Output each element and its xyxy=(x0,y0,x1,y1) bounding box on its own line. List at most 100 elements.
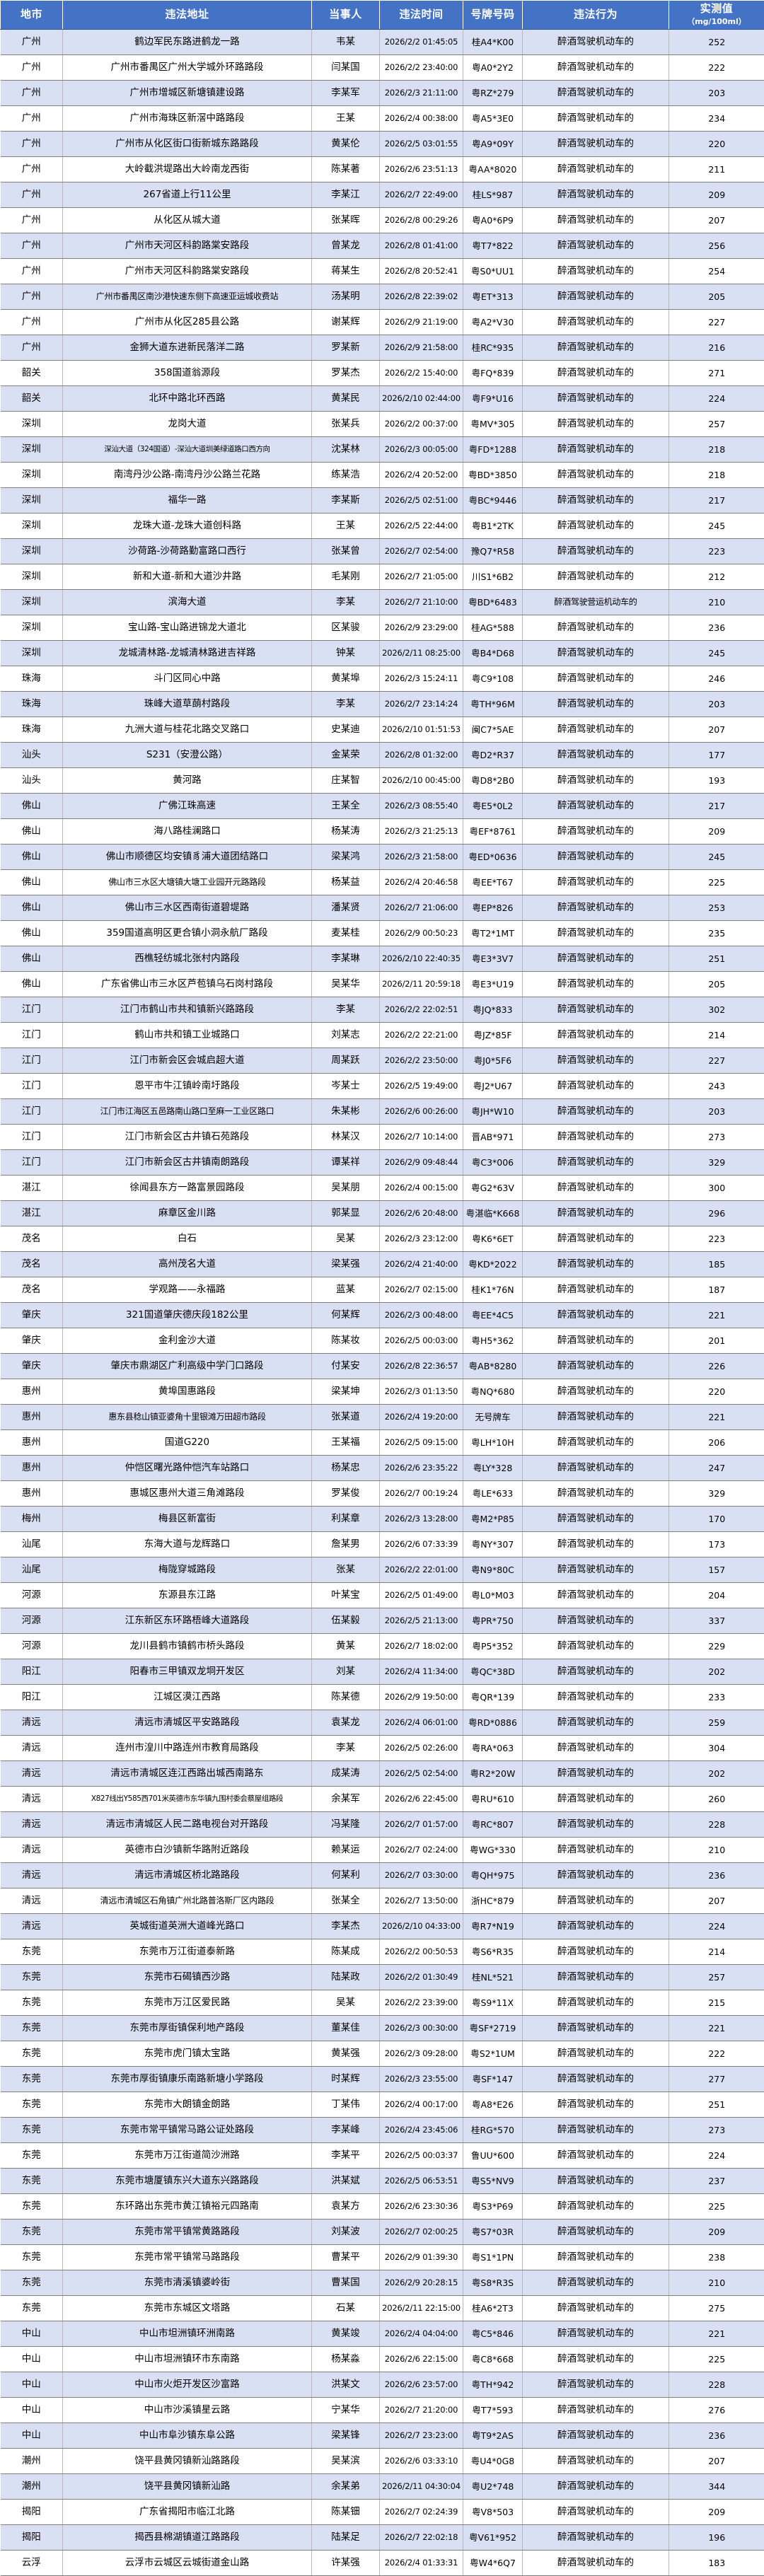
cell-plate: 粤LE*633 xyxy=(463,1481,523,1507)
cell-plate: 浙HC*879 xyxy=(463,1889,523,1914)
cell-person: 郭某显 xyxy=(312,1201,380,1226)
cell-value: 225 xyxy=(669,870,764,895)
cell-time: 2026/2/2 22:21:00 xyxy=(380,1023,463,1048)
cell-address: 广东省佛山市三水区芦苞镇乌石岗村路段 xyxy=(63,972,312,997)
cell-plate: 鲁UU*600 xyxy=(463,2143,523,2169)
cell-address: 白石 xyxy=(63,1226,312,1252)
cell-value: 203 xyxy=(669,692,764,717)
cell-behavior: 醉酒驾驶机动车的 xyxy=(523,2041,669,2067)
cell-plate: 粤BD*3850 xyxy=(463,463,523,488)
cell-time: 2026/2/7 10:14:00 xyxy=(380,1125,463,1150)
cell-person: 罗某俊 xyxy=(312,1481,380,1507)
cell-plate: 粤T2*1MT xyxy=(463,921,523,946)
cell-value: 329 xyxy=(669,1481,764,1507)
cell-address: 北环中路北环西路 xyxy=(63,386,312,412)
cell-behavior: 醉酒驾驶机动车的 xyxy=(523,2525,669,2551)
cell-behavior: 醉酒驾驶机动车的 xyxy=(523,81,669,106)
cell-plate: 粤JZ*85F xyxy=(463,1023,523,1048)
cell-value: 205 xyxy=(669,284,764,310)
cell-value: 215 xyxy=(669,1990,764,2016)
cell-behavior: 醉酒驾驶机动车的 xyxy=(523,1659,669,1685)
cell-address: 清远市清城区桥北路路段 xyxy=(63,1863,312,1889)
cell-time: 2026/2/7 18:02:00 xyxy=(380,1634,463,1659)
cell-time: 2026/2/9 00:50:23 xyxy=(380,921,463,946)
cell-address: 惠东县稔山镇亚婆角十里银滩万田超市路段 xyxy=(63,1405,312,1430)
cell-city: 广州 xyxy=(1,284,63,310)
cell-address: 鹤山市共和镇工业城路口 xyxy=(63,1023,312,1048)
cell-city: 东莞 xyxy=(1,1965,63,1990)
cell-behavior: 醉酒驾驶机动车的 xyxy=(523,1939,669,1965)
cell-time: 2026/2/11 08:25:00 xyxy=(380,641,463,666)
cell-person: 伍某毅 xyxy=(312,1608,380,1634)
cell-behavior: 醉酒驾驶机动车的 xyxy=(523,2143,669,2169)
cell-time: 2026/2/11 22:15:00 xyxy=(380,2296,463,2321)
cell-plate: 粤F9*U16 xyxy=(463,386,523,412)
cell-time: 2026/2/2 23:39:00 xyxy=(380,1990,463,2016)
cell-person: 李某 xyxy=(312,1736,380,1761)
cell-city: 阳江 xyxy=(1,1659,63,1685)
cell-address: 江东新区东环路梧峰大道路段 xyxy=(63,1608,312,1634)
cell-time: 2026/2/7 21:06:00 xyxy=(380,895,463,921)
cell-time: 2026/2/4 00:15:00 xyxy=(380,1176,463,1201)
cell-behavior: 醉酒驾驶机动车的 xyxy=(523,1252,669,1277)
cell-person: 潘某贤 xyxy=(312,895,380,921)
cell-city: 江门 xyxy=(1,1125,63,1150)
cell-person: 区某骏 xyxy=(312,615,380,641)
cell-value: 223 xyxy=(669,1226,764,1252)
cell-address: 东莞市常平镇常马路公证处路段 xyxy=(63,2118,312,2143)
cell-time: 2026/2/8 00:29:26 xyxy=(380,208,463,233)
cell-city: 中山 xyxy=(1,2372,63,2398)
cell-plate: 粤RD*0886 xyxy=(463,1710,523,1736)
cell-behavior: 醉酒驾驶机动车的 xyxy=(523,972,669,997)
cell-city: 江门 xyxy=(1,1023,63,1048)
cell-behavior: 醉酒驾驶机动车的 xyxy=(523,2245,669,2270)
cell-plate: 桂AG*588 xyxy=(463,615,523,641)
cell-behavior: 醉酒驾驶机动车的 xyxy=(523,132,669,157)
cell-behavior: 醉酒驾驶机动车的 xyxy=(523,1685,669,1710)
cell-time: 2026/2/3 00:30:00 xyxy=(380,2016,463,2041)
cell-value: 218 xyxy=(669,437,764,463)
cell-address: 江门市新会区会城启超大道 xyxy=(63,1048,312,1074)
cell-city: 梅州 xyxy=(1,1507,63,1532)
cell-plate: 粤U4*0G8 xyxy=(463,2449,523,2474)
cell-city: 潮州 xyxy=(1,2474,63,2500)
cell-city: 广州 xyxy=(1,233,63,259)
cell-plate: 粤C3*006 xyxy=(463,1150,523,1176)
cell-value: 227 xyxy=(669,1048,764,1074)
cell-person: 陈某著 xyxy=(312,157,380,182)
column-header-city: 地市 xyxy=(1,1,63,30)
cell-plate: 粤JQ*833 xyxy=(463,997,523,1023)
cell-behavior: 醉酒驾驶机动车的 xyxy=(523,1201,669,1226)
cell-behavior: 醉酒驾驶机动车的 xyxy=(523,997,669,1023)
cell-person: 袁某龙 xyxy=(312,1710,380,1736)
cell-time: 2026/2/7 21:10:00 xyxy=(380,590,463,615)
cell-behavior: 醉酒驾驶机动车的 xyxy=(523,488,669,514)
cell-city: 佛山 xyxy=(1,921,63,946)
cell-address: 南湾丹沙公路-南湾丹沙公路兰花路 xyxy=(63,463,312,488)
cell-value: 259 xyxy=(669,1710,764,1736)
cell-plate: 粤JH*W10 xyxy=(463,1099,523,1125)
cell-person: 吴某朋 xyxy=(312,1176,380,1201)
cell-time: 2026/2/7 02:24:00 xyxy=(380,1838,463,1863)
cell-person: 洪某文 xyxy=(312,2372,380,2398)
cell-value: 234 xyxy=(669,106,764,132)
cell-value: 235 xyxy=(669,921,764,946)
cell-plate: 粤ET*313 xyxy=(463,284,523,310)
cell-address: 佛山市顺德区均安镇豸浦大道团结路口 xyxy=(63,845,312,870)
cell-person: 陆某足 xyxy=(312,2525,380,2551)
cell-person: 吴某华 xyxy=(312,972,380,997)
cell-person: 刘某波 xyxy=(312,2220,380,2245)
cell-person: 麦某桂 xyxy=(312,921,380,946)
cell-behavior: 醉酒驾驶机动车的 xyxy=(523,870,669,895)
cell-city: 清远 xyxy=(1,1787,63,1812)
cell-address: 高州茂名大道 xyxy=(63,1252,312,1277)
cell-time: 2026/2/8 01:41:00 xyxy=(380,233,463,259)
cell-person: 梁某鸿 xyxy=(312,845,380,870)
cell-value: 204 xyxy=(669,1583,764,1608)
cell-time: 2026/2/3 23:55:00 xyxy=(380,2067,463,2092)
